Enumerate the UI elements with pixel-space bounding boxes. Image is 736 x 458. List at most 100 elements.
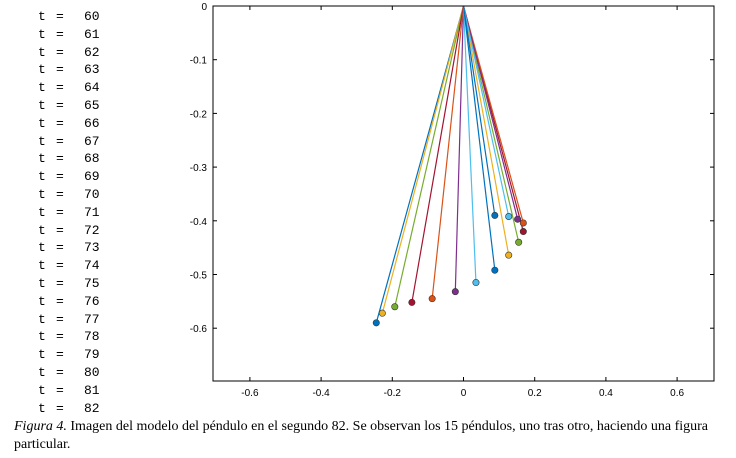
pendulum-string [462, 5, 510, 217]
time-equals: = [56, 240, 64, 256]
x-tick-label: -0.4 [312, 388, 330, 399]
time-equals: = [56, 293, 64, 309]
time-equals: = [56, 44, 64, 60]
time-equals: = [56, 365, 64, 380]
pendulum-string [462, 5, 524, 224]
time-value: 68 [84, 151, 100, 167]
time-value: 65 [84, 98, 100, 113]
pendulum-bob [378, 309, 386, 317]
y-tick-label: -0.6 [190, 324, 208, 335]
time-label: t [38, 240, 46, 256]
time-value: 71 [84, 204, 100, 220]
y-tick-label: -0.5 [190, 271, 208, 282]
time-label: t [38, 365, 46, 380]
time-value: 69 [84, 169, 100, 185]
caption-label: Figura 4. [14, 419, 67, 434]
pendulum-string [411, 5, 465, 303]
time-equals: = [56, 276, 64, 291]
pendulum-bob [505, 213, 513, 221]
pendulum-string [462, 5, 496, 216]
y-tick-label: -0.2 [190, 109, 208, 120]
time-equals: = [56, 400, 64, 416]
time-value: 62 [84, 44, 100, 60]
time-value: 63 [84, 62, 100, 78]
time-equals: = [56, 62, 64, 78]
x-tick-label: 0.4 [599, 388, 613, 399]
plot-background [213, 6, 714, 381]
x-tick-label: 0.6 [670, 388, 684, 399]
caption-text: Imagen del modelo del péndulo en el segu… [14, 419, 709, 452]
time-label: t [38, 276, 46, 291]
time-equals: = [56, 187, 64, 202]
time-label: t [38, 347, 46, 363]
time-value: 82 [84, 400, 100, 416]
pendulum-bob [519, 228, 527, 236]
time-label: t [38, 382, 46, 398]
time-label: t [38, 98, 46, 113]
time-label: t [38, 133, 46, 149]
time-label: t [38, 80, 46, 96]
time-value: 81 [84, 382, 100, 398]
y-tick-label: -0.1 [190, 56, 208, 67]
time-value: 60 [84, 9, 100, 24]
pendulum-bob [428, 295, 436, 303]
time-value: 66 [84, 115, 100, 131]
pendulum-bob [391, 303, 399, 311]
time-equals: = [56, 258, 64, 274]
pendulum-string [381, 5, 465, 314]
time-value: 64 [84, 80, 100, 96]
time-equals: = [56, 222, 64, 238]
time-label: t [38, 222, 46, 238]
pendulum-bob [514, 215, 522, 223]
pendulum-bobs [372, 211, 527, 327]
y-tick-label: 0 [201, 2, 207, 13]
x-tick-label: 0 [461, 388, 467, 399]
pendulum-strings [375, 5, 524, 323]
x-tick-label: 0.2 [528, 388, 542, 399]
x-tick-label: -0.2 [384, 388, 402, 399]
time-value: 72 [84, 222, 100, 238]
time-equals: = [56, 382, 64, 398]
time-equals: = [56, 151, 64, 167]
time-label: t [38, 44, 46, 60]
time-label: t [38, 62, 46, 78]
pendulum-bob [491, 266, 499, 274]
y-tick-label: -0.3 [190, 163, 208, 174]
time-label: t [38, 151, 46, 167]
time-label: t [38, 115, 46, 131]
time-label: t [38, 204, 46, 220]
pendulum-string [462, 5, 520, 243]
pendulum-bob [491, 211, 499, 219]
time-equals: = [56, 98, 64, 113]
time-value: 61 [84, 26, 100, 42]
time-label: t [38, 169, 46, 185]
pendulum-bob [505, 251, 513, 259]
time-equals: = [56, 204, 64, 220]
time-equals: = [56, 80, 64, 96]
pendulum-string [462, 5, 477, 283]
pendulum-string [462, 5, 519, 220]
time-value: 70 [84, 187, 100, 202]
pendulum-figure: -0.6 -0.4 -0.2 0 0.2 0.4 0.6 0 -0.1 -0.2 -0.3 -0.4 -… [190, 2, 715, 399]
time-label: t [38, 258, 46, 274]
time-label: t [38, 293, 46, 309]
time-value: 80 [84, 365, 100, 380]
axis-tick-labels: -0.6 -0.4 -0.2 0 0.2 0.4 0.6 0 -0.1 -0.2 -0.3 -0.4 -… [190, 2, 685, 399]
time-label: t [38, 311, 46, 327]
pendulum-bob [472, 279, 480, 287]
time-value: 73 [84, 240, 100, 256]
time-value: 67 [84, 133, 100, 149]
time-equals: = [56, 26, 64, 42]
time-label: t [38, 26, 46, 42]
time-list: t = 60 t = 61 t = 62 t = 63 t = 64 t = 65 t = 66 t = 67 t = 68 t = 69… [32, 0, 112, 420]
pendulum-bob [515, 238, 523, 246]
time-equals: = [56, 311, 64, 327]
time-value: 76 [84, 293, 100, 309]
time-equals: = [56, 115, 64, 131]
time-label: t [38, 187, 46, 202]
time-equals: = [56, 9, 64, 24]
time-equals: = [56, 329, 64, 345]
figure-caption: Figura 4. Imagen del modelo del péndulo … [14, 418, 714, 454]
plot-frame [212, 5, 715, 382]
pendulum-bob [372, 319, 380, 327]
